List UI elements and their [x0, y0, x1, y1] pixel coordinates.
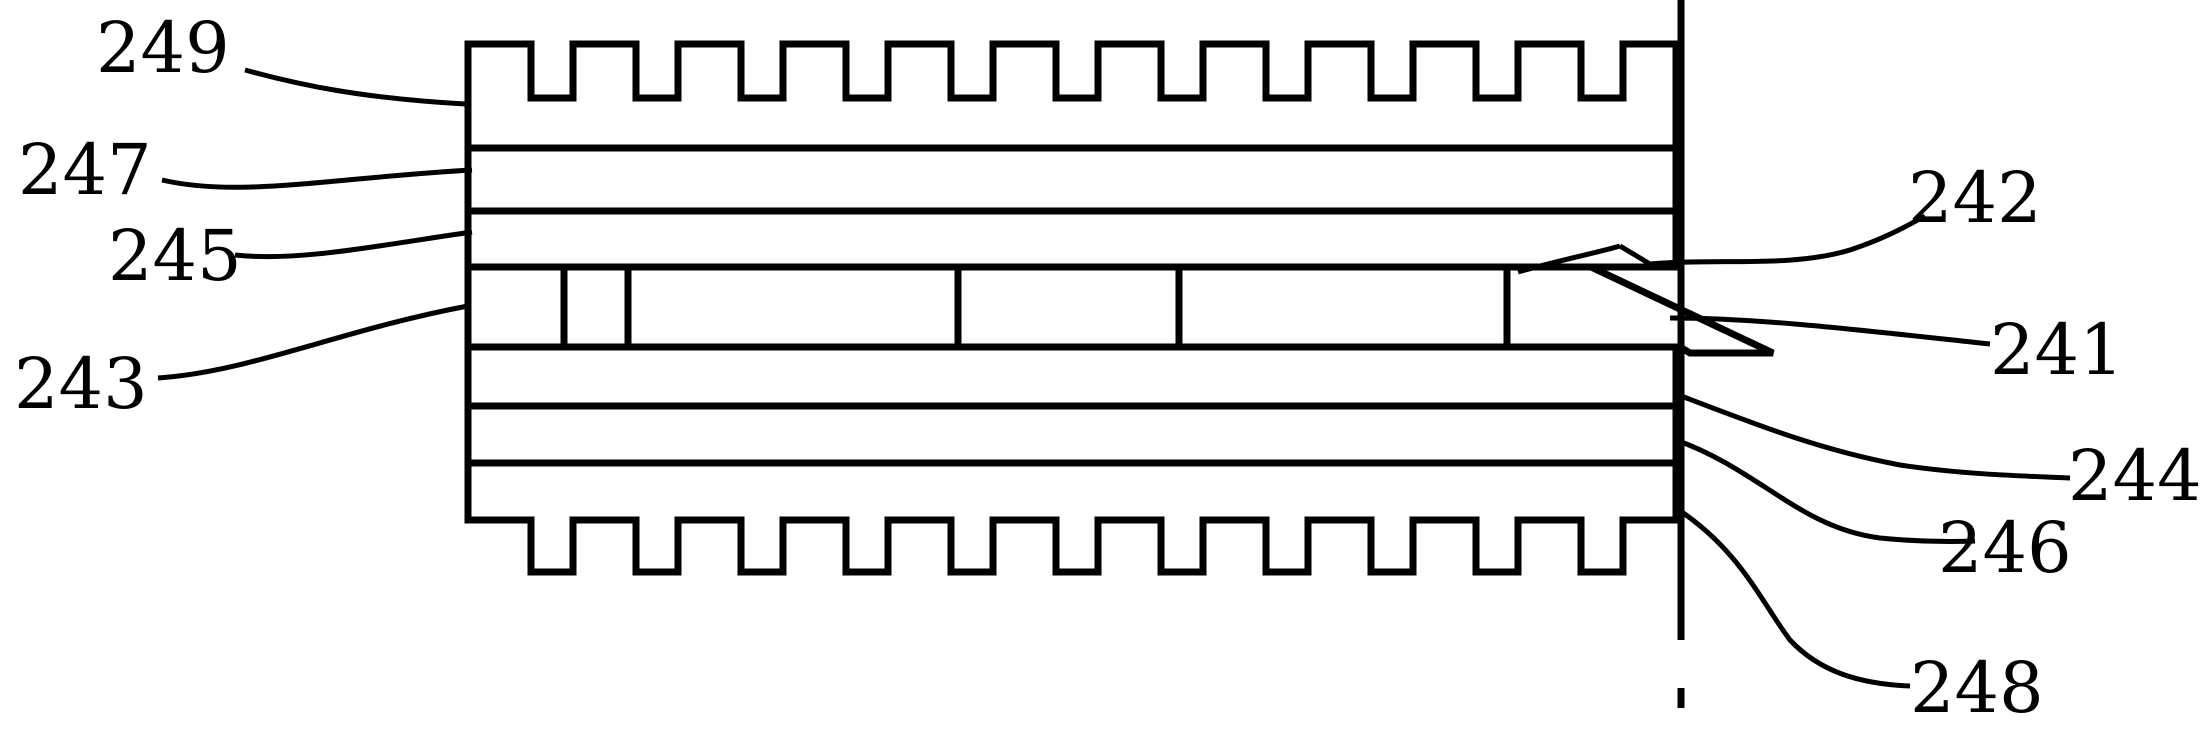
layer-245 [468, 211, 1676, 267]
element-243 [468, 267, 564, 347]
leader-241 [1670, 318, 1990, 344]
middle-striped-block-right [1179, 267, 1507, 347]
callout-249: 249 [96, 7, 230, 89]
callout-244: 244 [2068, 435, 2202, 517]
callout-246: 246 [1938, 507, 2072, 589]
callout-245: 245 [108, 215, 242, 297]
element-241 [1507, 267, 1773, 353]
leader-249 [245, 70, 465, 104]
callout-248: 248 [1910, 647, 2044, 729]
layer-248 [468, 463, 1676, 572]
leader-246 [1676, 440, 1975, 542]
middle-striped-block-left [628, 267, 958, 347]
leader-247 [162, 170, 472, 187]
leader-245 [235, 232, 472, 257]
middle-hatched-block-center [958, 267, 1179, 347]
callout-241: 241 [1990, 309, 2124, 391]
leader-243 [158, 306, 468, 378]
layer-244 [468, 347, 1676, 406]
layer-249 [468, 44, 1676, 148]
leader-248 [1676, 508, 1910, 686]
layer-247 [468, 148, 1676, 211]
leader-244 [1676, 394, 2070, 478]
callout-242: 242 [1908, 157, 2042, 239]
callout-247: 247 [18, 129, 152, 211]
middle-hatched-block-left [564, 267, 628, 347]
callout-243: 243 [14, 343, 148, 425]
layer-246 [468, 406, 1676, 463]
